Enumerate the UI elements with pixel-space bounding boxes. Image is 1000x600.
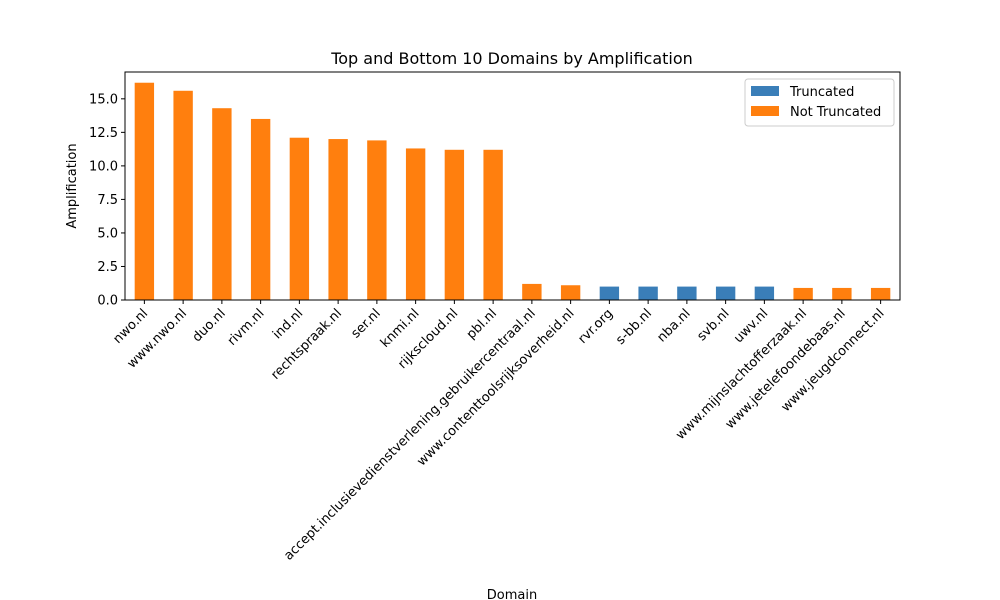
x-tick-label: s-bb.nl [613, 306, 655, 348]
bar-9 [483, 149, 503, 300]
bar-14 [677, 286, 697, 300]
bar-15 [715, 286, 736, 300]
x-axis-label: Domain [487, 588, 537, 600]
bar-4 [289, 137, 310, 300]
x-tick-label: ser.nl [348, 306, 383, 341]
y-axis: 0.0 2.5 5.0 7.5 10.0 12.5 15.0 [89, 92, 125, 309]
bar-6 [367, 140, 387, 300]
bar-7 [405, 148, 426, 300]
legend-swatch [751, 86, 779, 96]
legend-label: Not Truncated [790, 105, 881, 120]
bar-19 [870, 287, 891, 300]
y-axis-label: Amplification [65, 143, 80, 228]
legend-swatch [751, 106, 779, 116]
y-tick-label: 15.0 [89, 92, 118, 107]
bar-16 [754, 286, 775, 300]
y-tick-label: 5.0 [97, 226, 118, 241]
x-tick-label: accept.inclusievedienstverlening.gebruik… [281, 306, 538, 563]
x-tick-label: pbl.nl [464, 306, 500, 342]
bar-2 [212, 108, 232, 300]
bar-8 [444, 149, 465, 300]
bar-5 [328, 139, 348, 300]
x-tick-label: rivm.nl [225, 306, 268, 349]
y-tick-label: 0.0 [97, 294, 118, 309]
bar-3 [250, 118, 271, 300]
y-tick-label: 12.5 [89, 126, 118, 141]
bar-18 [832, 287, 852, 300]
bar-12 [599, 286, 620, 300]
x-tick-label: nba.nl [654, 306, 693, 345]
bars-group [134, 82, 891, 301]
bar-13 [638, 286, 658, 300]
x-tick-label: rvr.org [575, 306, 616, 347]
legend: Truncated Not Truncated [744, 78, 895, 127]
x-tick-label: duo.nl [190, 306, 229, 345]
y-tick-label: 7.5 [97, 193, 118, 208]
y-tick-label: 10.0 [89, 159, 118, 174]
bar-17 [793, 287, 813, 300]
bar-0 [134, 82, 155, 301]
bar-10 [522, 283, 542, 300]
bar-11 [560, 285, 581, 300]
legend-label: Truncated [789, 85, 854, 100]
bar-1 [173, 90, 193, 300]
x-tick-label: svb.nl [694, 306, 732, 344]
y-tick-label: 2.5 [97, 260, 118, 275]
chart-title: Top and Bottom 10 Domains by Amplificati… [330, 49, 693, 68]
x-tick-label: rechtspraak.nl [268, 306, 345, 383]
plot-frame [124, 71, 901, 301]
legend-box [744, 78, 895, 127]
x-tick-label: ind.nl [270, 306, 306, 342]
